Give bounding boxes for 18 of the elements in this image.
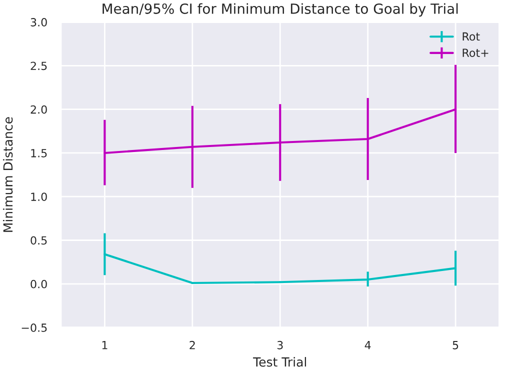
x-tick-label: 1	[102, 341, 108, 350]
y-tick-label: 0.0	[30, 280, 47, 288]
chart-title: Mean/95% CI for Minimum Distance to Goal by Trial	[102, 3, 458, 17]
x-tick-label: 4	[364, 341, 371, 350]
x-tick-label: 2	[190, 340, 195, 350]
y-tick-label: −0.5	[22, 323, 47, 332]
x-axis-title: Test Trial	[253, 357, 306, 367]
y-tick-label: 2.0	[30, 105, 47, 114]
y-tick-label: 1.5	[31, 149, 47, 158]
y-tick-label: 2.5	[30, 62, 47, 70]
legend-label: Rot	[462, 32, 480, 41]
y-tick-label: 1.0	[31, 192, 47, 201]
x-tick-label: 3	[277, 340, 283, 350]
y-tick-label: 0.5	[30, 236, 47, 245]
legend-label: Rot+	[462, 48, 488, 57]
y-axis-title: Minimum Distance	[3, 117, 13, 232]
y-tick-label: 3.0	[30, 18, 47, 26]
x-tick-label: 5	[452, 341, 458, 350]
